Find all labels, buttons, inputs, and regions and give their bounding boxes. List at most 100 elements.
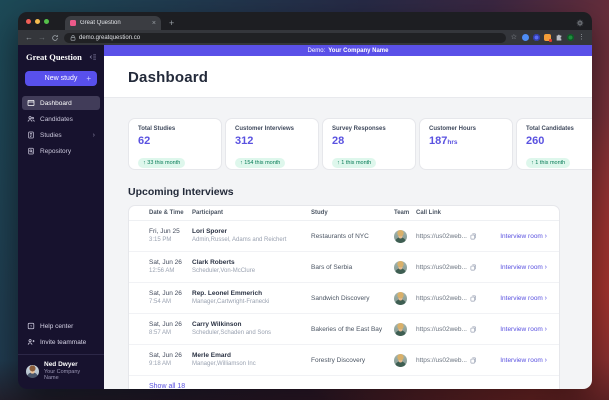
- sidebar-item-studies[interactable]: Studies ›: [22, 128, 100, 142]
- extension-icon[interactable]: [522, 34, 529, 41]
- participant-role: Admin,Russel, Adams and Reichert: [192, 237, 287, 244]
- call-link-url[interactable]: https://us02web...: [416, 263, 467, 271]
- forward-icon[interactable]: →: [38, 32, 46, 42]
- column-header-date-time: Date & Time: [149, 210, 184, 216]
- stat-label: Total Studies: [138, 126, 176, 132]
- participant-role: Scheduler,Von-McClure: [192, 268, 256, 275]
- team-avatar: [394, 229, 407, 243]
- window-close-button[interactable]: [26, 18, 31, 24]
- sidebar-item-label: Dashboard: [40, 99, 72, 107]
- main-area: Demo: Your Company Name Dashboard Total …: [104, 45, 592, 389]
- new-tab-button[interactable]: +: [169, 18, 175, 28]
- extension-badge-icon[interactable]: [544, 34, 552, 42]
- copy-icon[interactable]: [470, 264, 477, 271]
- team-avatar: [394, 291, 407, 305]
- interview-time: 9:18 AM: [149, 361, 172, 368]
- call-link-url[interactable]: https://us02web...: [416, 325, 467, 333]
- table-row: Fri, Jun 25 3:15 PM Lori Sporer Admin,Russ…: [129, 221, 559, 252]
- invite-teammate-link[interactable]: Invite teammate: [18, 334, 104, 350]
- study-name: Sandwich Discovery: [311, 294, 370, 302]
- browser-toolbar: ← → demo.greatquestion.co ☆ ⋮: [18, 30, 592, 45]
- table-header-row: Date & Time Participant Study Team Call …: [129, 206, 559, 221]
- demo-banner: Demo: Your Company Name: [104, 45, 592, 56]
- studies-icon: [27, 131, 35, 139]
- sidebar-item-dashboard[interactable]: Dashboard: [22, 96, 100, 110]
- copy-icon[interactable]: [470, 326, 477, 333]
- interview-room-link[interactable]: Interview room ›: [500, 294, 547, 302]
- stat-value: 260: [526, 135, 545, 147]
- extension-icon[interactable]: [567, 34, 574, 41]
- address-bar[interactable]: demo.greatquestion.co: [64, 32, 506, 43]
- user-profile[interactable]: Ned Dwyer Your Company Name: [18, 354, 104, 389]
- stat-value: 62: [138, 135, 151, 147]
- tab-close-icon[interactable]: ×: [151, 19, 156, 27]
- show-all-link[interactable]: Show all 18: [149, 383, 186, 389]
- sidebar-item-repository[interactable]: Repository: [22, 144, 100, 158]
- team-avatar: [394, 260, 407, 274]
- table-row: Sat, Jun 26 7:54 AM Rep. Leonel Emmerich M…: [129, 283, 559, 314]
- puzzle-icon[interactable]: [555, 34, 563, 42]
- browser-settings-gear-icon[interactable]: [576, 19, 584, 27]
- app-logo: Great Question: [26, 52, 82, 62]
- column-header-team: Team: [394, 210, 410, 216]
- participant-name: Rep. Leonel Emmerich: [192, 289, 263, 297]
- lock-icon: [70, 34, 76, 41]
- chevron-right-icon: ›: [544, 263, 547, 271]
- stat-card-survey-responses: Survey Responses 28 ↑ 1 this month: [322, 118, 416, 170]
- new-study-button[interactable]: New study +: [25, 71, 97, 86]
- chevron-right-icon: ›: [544, 294, 547, 302]
- help-center-link[interactable]: ? Help center: [18, 318, 104, 334]
- extensions-area: ⋮: [522, 34, 585, 42]
- sidebar: Great Question New study + Dashboard Can…: [18, 45, 104, 389]
- sidebar-item-candidates[interactable]: Candidates: [22, 112, 100, 126]
- stat-trend-badge: ↑ 1 this month: [526, 158, 571, 168]
- interview-room-link[interactable]: Interview room ›: [500, 232, 547, 240]
- page-header: Dashboard: [104, 56, 592, 98]
- study-name: Forestry Discovery: [311, 356, 366, 364]
- sidebar-item-label: Repository: [40, 147, 72, 155]
- stat-trend-badge: ↑ 154 this month: [235, 158, 286, 168]
- collapse-sidebar-icon[interactable]: [89, 53, 97, 61]
- extension-icon[interactable]: [533, 34, 540, 41]
- stat-label: Customer Hours: [429, 126, 477, 132]
- upcoming-interviews-title: Upcoming Interviews: [128, 186, 234, 198]
- page-title: Dashboard: [128, 69, 209, 86]
- call-link-url[interactable]: https://us02web...: [416, 232, 467, 240]
- copy-icon[interactable]: [470, 357, 477, 364]
- interview-room-link[interactable]: Interview room ›: [500, 325, 547, 333]
- call-link-url[interactable]: https://us02web...: [416, 356, 467, 364]
- interview-room-link[interactable]: Interview room ›: [500, 356, 547, 364]
- browser-menu-icon[interactable]: ⋮: [578, 34, 585, 41]
- study-name: Bakeries of the East Bay: [311, 325, 383, 333]
- table-row: Sat, Jun 26 12:56 AM Clark Roberts Schedul…: [129, 252, 559, 283]
- copy-icon[interactable]: [470, 295, 477, 302]
- invite-teammate-label: Invite teammate: [40, 338, 87, 346]
- svg-text:?: ?: [30, 323, 33, 328]
- reload-icon[interactable]: [51, 34, 59, 42]
- participant-role: Manager,Williamson Inc: [192, 361, 256, 368]
- user-name: Ned Dwyer: [44, 361, 78, 368]
- bookmark-star-icon[interactable]: ☆: [510, 34, 517, 41]
- window-minimize-button[interactable]: [35, 18, 40, 24]
- chevron-right-icon: ›: [544, 356, 547, 364]
- window-controls: [18, 12, 57, 30]
- study-name: Bars of Serbia: [311, 263, 353, 271]
- browser-tab-strip: Great Question × +: [18, 12, 592, 30]
- browser-tab[interactable]: Great Question ×: [65, 16, 161, 30]
- participant-name: Carry Wilkinson: [192, 320, 242, 328]
- interview-date: Sat, Jun 26: [149, 289, 182, 297]
- stat-label: Survey Responses: [332, 126, 386, 132]
- column-header-participant: Participant: [192, 210, 224, 216]
- window-zoom-button[interactable]: [44, 18, 49, 24]
- participant-name: Clark Roberts: [192, 258, 235, 266]
- dashboard-icon: [27, 99, 35, 107]
- plus-icon: +: [86, 74, 91, 83]
- interview-time: 8:57 AM: [149, 330, 172, 337]
- sidebar-nav: Dashboard Candidates Studies › Repositor…: [18, 96, 104, 158]
- table-row: Sat, Jun 26 9:18 AM Merle Emard Manager,Wi…: [129, 345, 559, 376]
- back-icon[interactable]: ←: [25, 32, 33, 42]
- interview-room-link[interactable]: Interview room ›: [500, 263, 547, 271]
- tab-title: Great Question: [80, 20, 121, 26]
- copy-icon[interactable]: [470, 233, 477, 240]
- call-link-url[interactable]: https://us02web...: [416, 294, 467, 302]
